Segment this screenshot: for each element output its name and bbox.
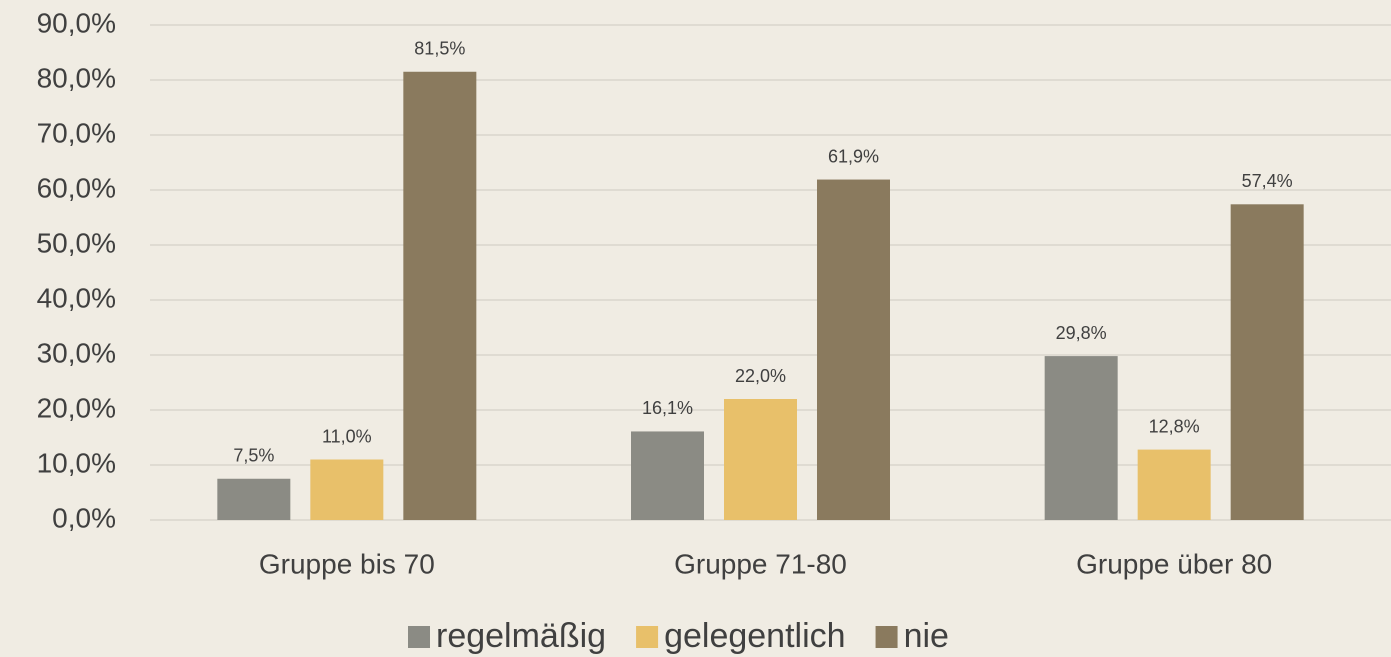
legend-label: nie [904,617,949,655]
x-tick-label: Gruppe 71-80 [674,548,847,579]
bar [1230,204,1304,521]
y-tick-label: 20,0% [37,392,116,423]
legend-swatch [408,626,430,648]
data-label: 22,0% [735,366,786,386]
bar [1044,356,1118,520]
bar [724,399,797,520]
data-label: 11,0% [322,426,372,446]
data-label: 81,5% [414,39,465,59]
data-label: 12,8% [1149,416,1200,436]
data-label: 57,4% [1242,171,1293,191]
bar [1137,449,1211,520]
x-tick-label: Gruppe bis 70 [259,548,435,579]
y-tick-label: 0,0% [52,502,116,533]
y-tick-label: 80,0% [37,62,116,93]
data-label: 16,1% [642,398,693,418]
y-tick-label: 30,0% [37,337,116,368]
bar [631,431,704,520]
y-tick-label: 50,0% [37,227,116,258]
x-tick-label: Gruppe über 80 [1076,548,1272,579]
y-tick-label: 10,0% [37,447,116,478]
legend-label: regelmäßig [436,617,606,655]
y-tick-label: 90,0% [37,7,116,38]
data-label: 61,9% [828,146,879,166]
y-tick-label: 60,0% [37,172,116,203]
bar [310,459,384,520]
data-label: 29,8% [1056,323,1107,343]
legend-label: gelegentlich [664,617,845,655]
legend-swatch [875,626,898,648]
legend-swatch [636,626,659,648]
bar [817,179,890,521]
bar [403,71,477,520]
y-tick-label: 40,0% [37,282,116,313]
bar [217,478,291,520]
y-tick-label: 70,0% [37,117,116,148]
data-label: 7,5% [233,446,274,466]
